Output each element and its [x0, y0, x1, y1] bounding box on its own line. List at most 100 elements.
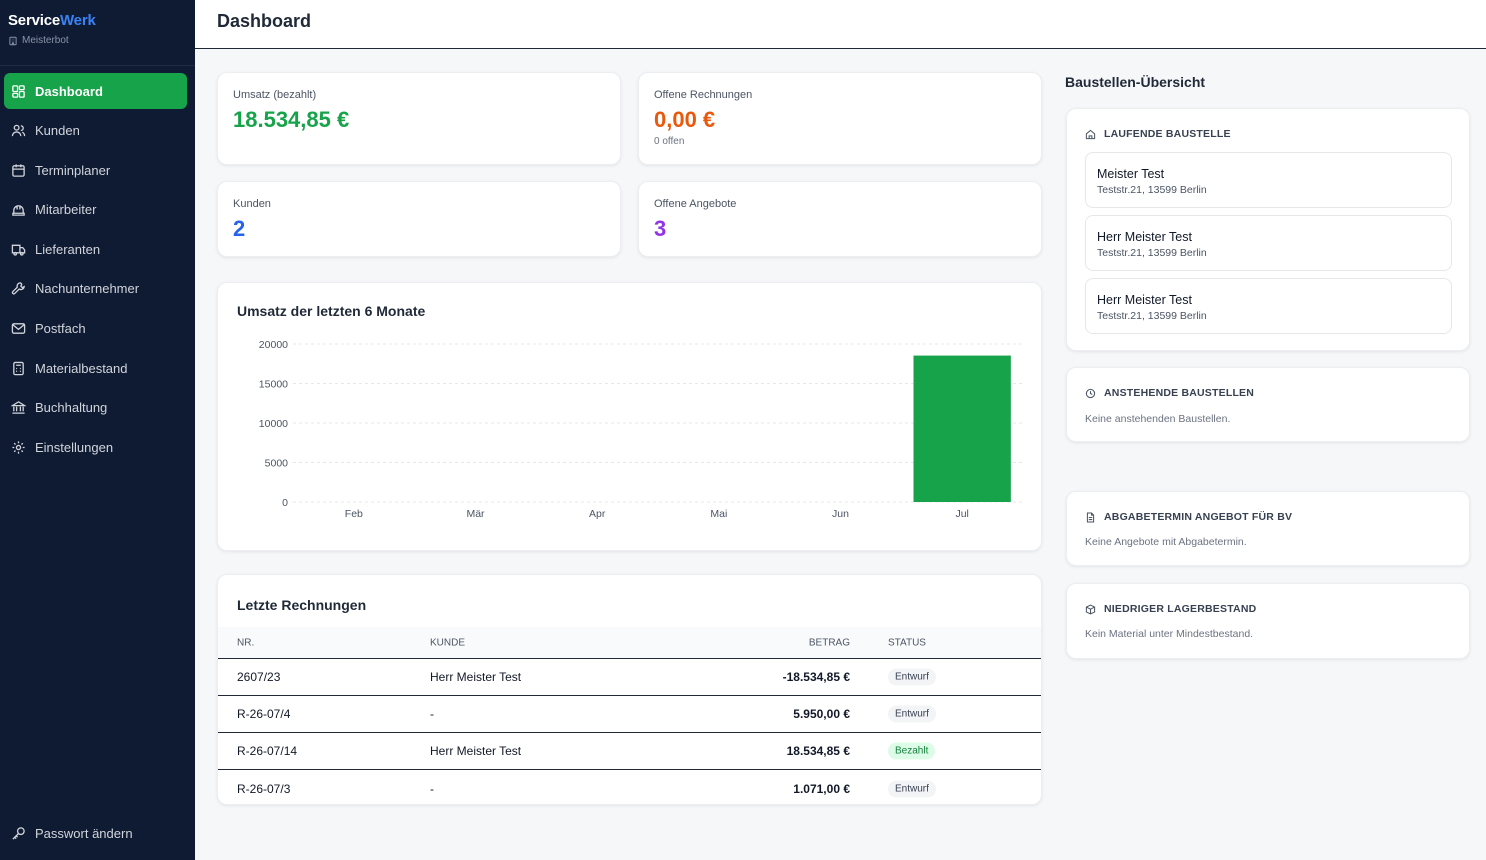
table-row[interactable]: R-26-07/3 - 1.071,00 € Entwurf	[218, 770, 1041, 804]
sidebar-item-einstellungen[interactable]: Einstellungen	[4, 429, 187, 465]
stat-subtext: 0 offen	[654, 136, 685, 147]
invoice-customer: -	[430, 707, 434, 721]
status-badge: Entwurf	[888, 780, 936, 797]
box-icon	[1085, 603, 1096, 615]
site-item[interactable]: Herr Meister Test Teststr.21, 13599 Berl…	[1085, 278, 1452, 334]
y-tick-label: 0	[282, 497, 288, 509]
empty-state-text: Kein Material unter Mindestbestand.	[1085, 628, 1254, 640]
invoice-customer: Herr Meister Test	[430, 744, 522, 758]
sidebar-item-label: Mitarbeiter	[35, 202, 97, 218]
site-name: Herr Meister Test	[1097, 230, 1192, 244]
site-name: Meister Test	[1097, 167, 1165, 181]
hardhat-icon	[12, 205, 25, 217]
sidebar-item-terminplaner[interactable]: Terminplaner	[4, 152, 187, 188]
invoice-amount: 18.534,85 €	[786, 744, 850, 758]
brand-subtitle: Meisterbot	[8, 35, 187, 46]
sidebar-item-label: Kunden	[35, 123, 80, 139]
document-icon	[1086, 512, 1095, 522]
users-icon	[11, 124, 26, 137]
stat-label: Kunden	[233, 198, 271, 210]
column-header-status[interactable]: STATUS	[888, 637, 926, 648]
invoice-number: R-26-07/14	[237, 744, 298, 758]
upcoming-sites-heading: ANSTEHENDE BAUSTELLEN	[1085, 387, 1254, 399]
invoice-amount: -18.534,85 €	[782, 670, 850, 684]
column-header-betrag[interactable]: BETRAG	[808, 637, 850, 648]
upcoming-sites-card: ANSTEHENDE BAUSTELLEN Keine anstehenden …	[1066, 367, 1470, 442]
key-icon	[12, 827, 25, 840]
y-tick-label: 10000	[259, 418, 288, 430]
site-item[interactable]: Herr Meister Test Teststr.21, 13599 Berl…	[1085, 215, 1452, 271]
brand-name-part1: Service	[8, 12, 60, 29]
site-address: Teststr.21, 13599 Berlin	[1097, 310, 1207, 322]
mail-icon	[11, 323, 26, 334]
offer-deadline-card: ABGABETERMIN ANGEBOT FÜR BV Keine Angebo…	[1066, 491, 1470, 566]
table-header: NR. KUNDE BETRAG STATUS	[218, 627, 1041, 659]
table-row[interactable]: 2607/23 Herr Meister Test -18.534,85 € E…	[218, 659, 1041, 696]
site-item[interactable]: Meister Test Teststr.21, 13599 Berlin	[1085, 152, 1452, 208]
column-header-kunde[interactable]: KUNDE	[430, 637, 466, 648]
x-tick-label: Apr	[589, 508, 606, 520]
sidebar-item-postfach[interactable]: Postfach	[4, 311, 187, 347]
invoice-customer: -	[430, 781, 434, 796]
brand-subtitle-text: Meisterbot	[22, 35, 69, 46]
sidebar-item-label: Materialbestand	[35, 360, 128, 376]
sidebar-item-materialbestand[interactable]: Materialbestand	[4, 350, 187, 386]
offer-deadline-heading: ABGABETERMIN ANGEBOT FÜR BV	[1085, 511, 1292, 523]
section-heading-text: LAUFENDE BAUSTELLE	[1104, 128, 1231, 140]
sidebar-item-kunden[interactable]: Kunden	[4, 113, 187, 149]
sidebar-item-buchhaltung[interactable]: Buchhaltung	[4, 390, 187, 426]
status-badge: Entwurf	[888, 705, 936, 723]
invoices-title: Letzte Rechnungen	[237, 597, 367, 613]
invoice-amount: 5.950,00 €	[793, 707, 850, 721]
x-tick-label: Feb	[345, 508, 363, 520]
invoice-number: 2607/23	[237, 670, 281, 684]
stat-label: Offene Rechnungen	[654, 89, 753, 101]
column-header-nr[interactable]: NR.	[237, 637, 255, 648]
sidebar-item-lieferanten[interactable]: Lieferanten	[4, 231, 187, 267]
chart-bar-jul[interactable]	[913, 355, 1011, 502]
dashboard-icon	[12, 84, 25, 98]
sites-overview-title: Baustellen-Übersicht	[1065, 74, 1206, 90]
stat-card-revenue: Umsatz (bezahlt) 18.534,85 €	[217, 72, 621, 165]
sidebar-item-label: Terminplaner	[35, 162, 111, 178]
stat-value-revenue: 18.534,85 €	[233, 107, 350, 132]
empty-state-text: Keine anstehenden Baustellen.	[1085, 413, 1231, 425]
x-tick-label: Jun	[832, 508, 849, 520]
x-tick-label: Mai	[710, 508, 727, 520]
brand-name-part2: Werk	[59, 12, 96, 29]
sidebar-item-dashboard[interactable]: Dashboard	[4, 73, 187, 109]
site-address: Teststr.21, 13599 Berlin	[1097, 247, 1207, 259]
site-address: Teststr.21, 13599 Berlin	[1097, 184, 1207, 196]
y-tick-label: 20000	[259, 339, 288, 351]
page-title: Dashboard	[217, 11, 312, 31]
sidebar-item-mitarbeiter[interactable]: Mitarbeiter	[4, 192, 187, 228]
invoice-amount: 1.071,00 €	[793, 781, 850, 796]
invoice-number: R-26-07/4	[237, 707, 291, 721]
invoices-card: Letzte Rechnungen NR. KUNDE BETRAG STATU…	[217, 574, 1042, 805]
section-heading-text: NIEDRIGER LAGERBESTAND	[1104, 603, 1257, 615]
sidebar-item-label: Buchhaltung	[35, 400, 108, 416]
running-sites-heading: LAUFENDE BAUSTELLE	[1085, 128, 1231, 140]
empty-state-text: Keine Angebote mit Abgabetermin.	[1085, 536, 1247, 548]
gear-icon	[12, 441, 25, 454]
change-password-button[interactable]: Passwort ändern	[4, 815, 187, 851]
y-tick-label: 5000	[265, 458, 289, 470]
sidebar-item-label: Postfach	[35, 321, 86, 337]
brand-logo[interactable]: ServiceWerk	[8, 12, 187, 29]
site-name: Herr Meister Test	[1097, 293, 1192, 307]
status-badge: Entwurf	[888, 668, 936, 686]
stat-label: Offene Angebote	[654, 198, 737, 210]
stat-value-open-offers: 3	[654, 216, 667, 241]
sidebar-item-nachunternehmer[interactable]: Nachunternehmer	[4, 271, 187, 307]
building-icon	[9, 36, 17, 45]
sidebar-item-label: Passwort ändern	[35, 825, 133, 841]
revenue-chart: 20000 15000 10000 5000 0 Feb Mär Apr Mai Jun Jul	[259, 339, 1023, 520]
stat-card-customers: Kunden 2	[217, 181, 621, 257]
stat-value-open-invoices: 0,00 €	[654, 107, 716, 132]
table-row[interactable]: R-26-07/4 - 5.950,00 € Entwurf	[218, 696, 1041, 733]
truck-icon	[11, 244, 26, 256]
stat-card-open-invoices: Offene Rechnungen 0,00 € 0 offen	[638, 72, 1042, 165]
x-tick-label: Mär	[466, 508, 485, 520]
table-row[interactable]: R-26-07/14 Herr Meister Test 18.534,85 €…	[218, 733, 1041, 770]
clock-icon	[1085, 388, 1096, 398]
